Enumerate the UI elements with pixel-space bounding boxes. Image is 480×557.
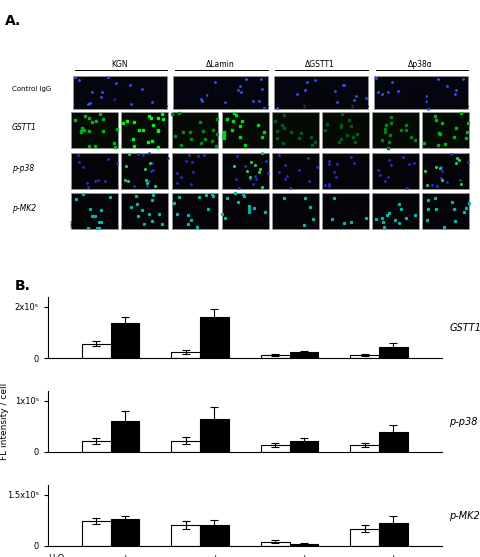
Y-axis label: FL intensity / cell: FL intensity / cell xyxy=(0,383,9,460)
Bar xyxy=(289,353,318,358)
Bar xyxy=(272,153,319,188)
Text: KGN: KGN xyxy=(111,95,128,104)
Text: –: – xyxy=(94,221,98,229)
Bar xyxy=(173,76,268,109)
Bar xyxy=(171,351,200,358)
Text: GSTT1: GSTT1 xyxy=(12,123,37,133)
Bar xyxy=(379,432,408,452)
Bar xyxy=(200,525,228,546)
Bar xyxy=(171,525,200,546)
Text: –: – xyxy=(362,554,367,557)
Text: Control IgG: Control IgG xyxy=(12,86,51,92)
Bar xyxy=(379,347,408,358)
Text: –: – xyxy=(194,221,199,229)
Bar xyxy=(82,521,110,546)
Bar xyxy=(110,324,139,358)
Bar xyxy=(261,444,289,452)
Text: –: – xyxy=(395,221,399,229)
Bar xyxy=(372,113,419,148)
Text: ΔGSTT1: ΔGSTT1 xyxy=(305,60,335,69)
Bar xyxy=(289,544,318,546)
Text: ΔLamin: ΔLamin xyxy=(205,95,234,104)
Bar xyxy=(200,418,228,452)
Text: –: – xyxy=(295,221,299,229)
Text: H₂O₂: H₂O₂ xyxy=(70,221,87,229)
Bar xyxy=(261,355,289,358)
Bar xyxy=(222,193,269,229)
Text: +: + xyxy=(444,221,451,229)
Bar xyxy=(289,441,318,452)
Bar xyxy=(350,355,379,358)
Bar xyxy=(322,193,369,229)
Text: +: + xyxy=(243,221,250,229)
Text: GSTT1: GSTT1 xyxy=(449,323,480,333)
Bar xyxy=(171,153,218,188)
Bar xyxy=(422,193,469,229)
Text: B.: B. xyxy=(14,278,30,292)
Bar xyxy=(372,193,419,229)
Text: +: + xyxy=(211,554,218,557)
Bar xyxy=(379,522,408,546)
Text: +: + xyxy=(344,221,350,229)
Text: ΔLamin: ΔLamin xyxy=(205,60,234,69)
Bar xyxy=(171,193,218,229)
Bar xyxy=(222,113,269,148)
Text: Δp38α: Δp38α xyxy=(408,60,432,69)
Text: –: – xyxy=(94,554,98,557)
Text: p-MK2: p-MK2 xyxy=(449,511,480,521)
Bar xyxy=(72,113,118,148)
Bar xyxy=(350,529,379,546)
Text: +: + xyxy=(300,554,308,557)
Bar xyxy=(200,317,228,358)
Text: +: + xyxy=(143,221,150,229)
Bar xyxy=(350,445,379,452)
Bar xyxy=(274,76,368,109)
Text: Δp38α: Δp38α xyxy=(408,95,432,104)
Text: p-MK2: p-MK2 xyxy=(12,204,36,213)
Bar xyxy=(322,113,369,148)
Bar xyxy=(374,76,468,109)
Bar xyxy=(372,153,419,188)
Text: –: – xyxy=(273,554,277,557)
Bar xyxy=(72,153,118,188)
Bar xyxy=(121,153,168,188)
Bar xyxy=(82,441,110,452)
Text: –: – xyxy=(183,554,188,557)
Text: ΔGSTT1: ΔGSTT1 xyxy=(305,95,335,104)
Bar xyxy=(121,113,168,148)
Bar xyxy=(222,153,269,188)
Bar xyxy=(422,153,469,188)
Text: H₂O₂: H₂O₂ xyxy=(48,554,68,557)
Bar xyxy=(110,421,139,452)
Bar xyxy=(261,542,289,546)
Bar xyxy=(72,193,118,229)
Text: p-p38: p-p38 xyxy=(449,417,478,427)
Bar xyxy=(422,113,469,148)
Bar xyxy=(322,153,369,188)
Bar xyxy=(110,519,139,546)
Bar xyxy=(171,441,200,452)
Text: +: + xyxy=(390,554,397,557)
Text: p-p38: p-p38 xyxy=(12,164,34,173)
Bar xyxy=(272,113,319,148)
Bar xyxy=(121,193,168,229)
Bar xyxy=(272,193,319,229)
Bar xyxy=(73,76,168,109)
Text: +: + xyxy=(121,554,129,557)
Text: A.: A. xyxy=(5,14,21,28)
Text: KGN: KGN xyxy=(111,60,128,69)
Bar xyxy=(82,344,110,358)
Bar xyxy=(171,113,218,148)
